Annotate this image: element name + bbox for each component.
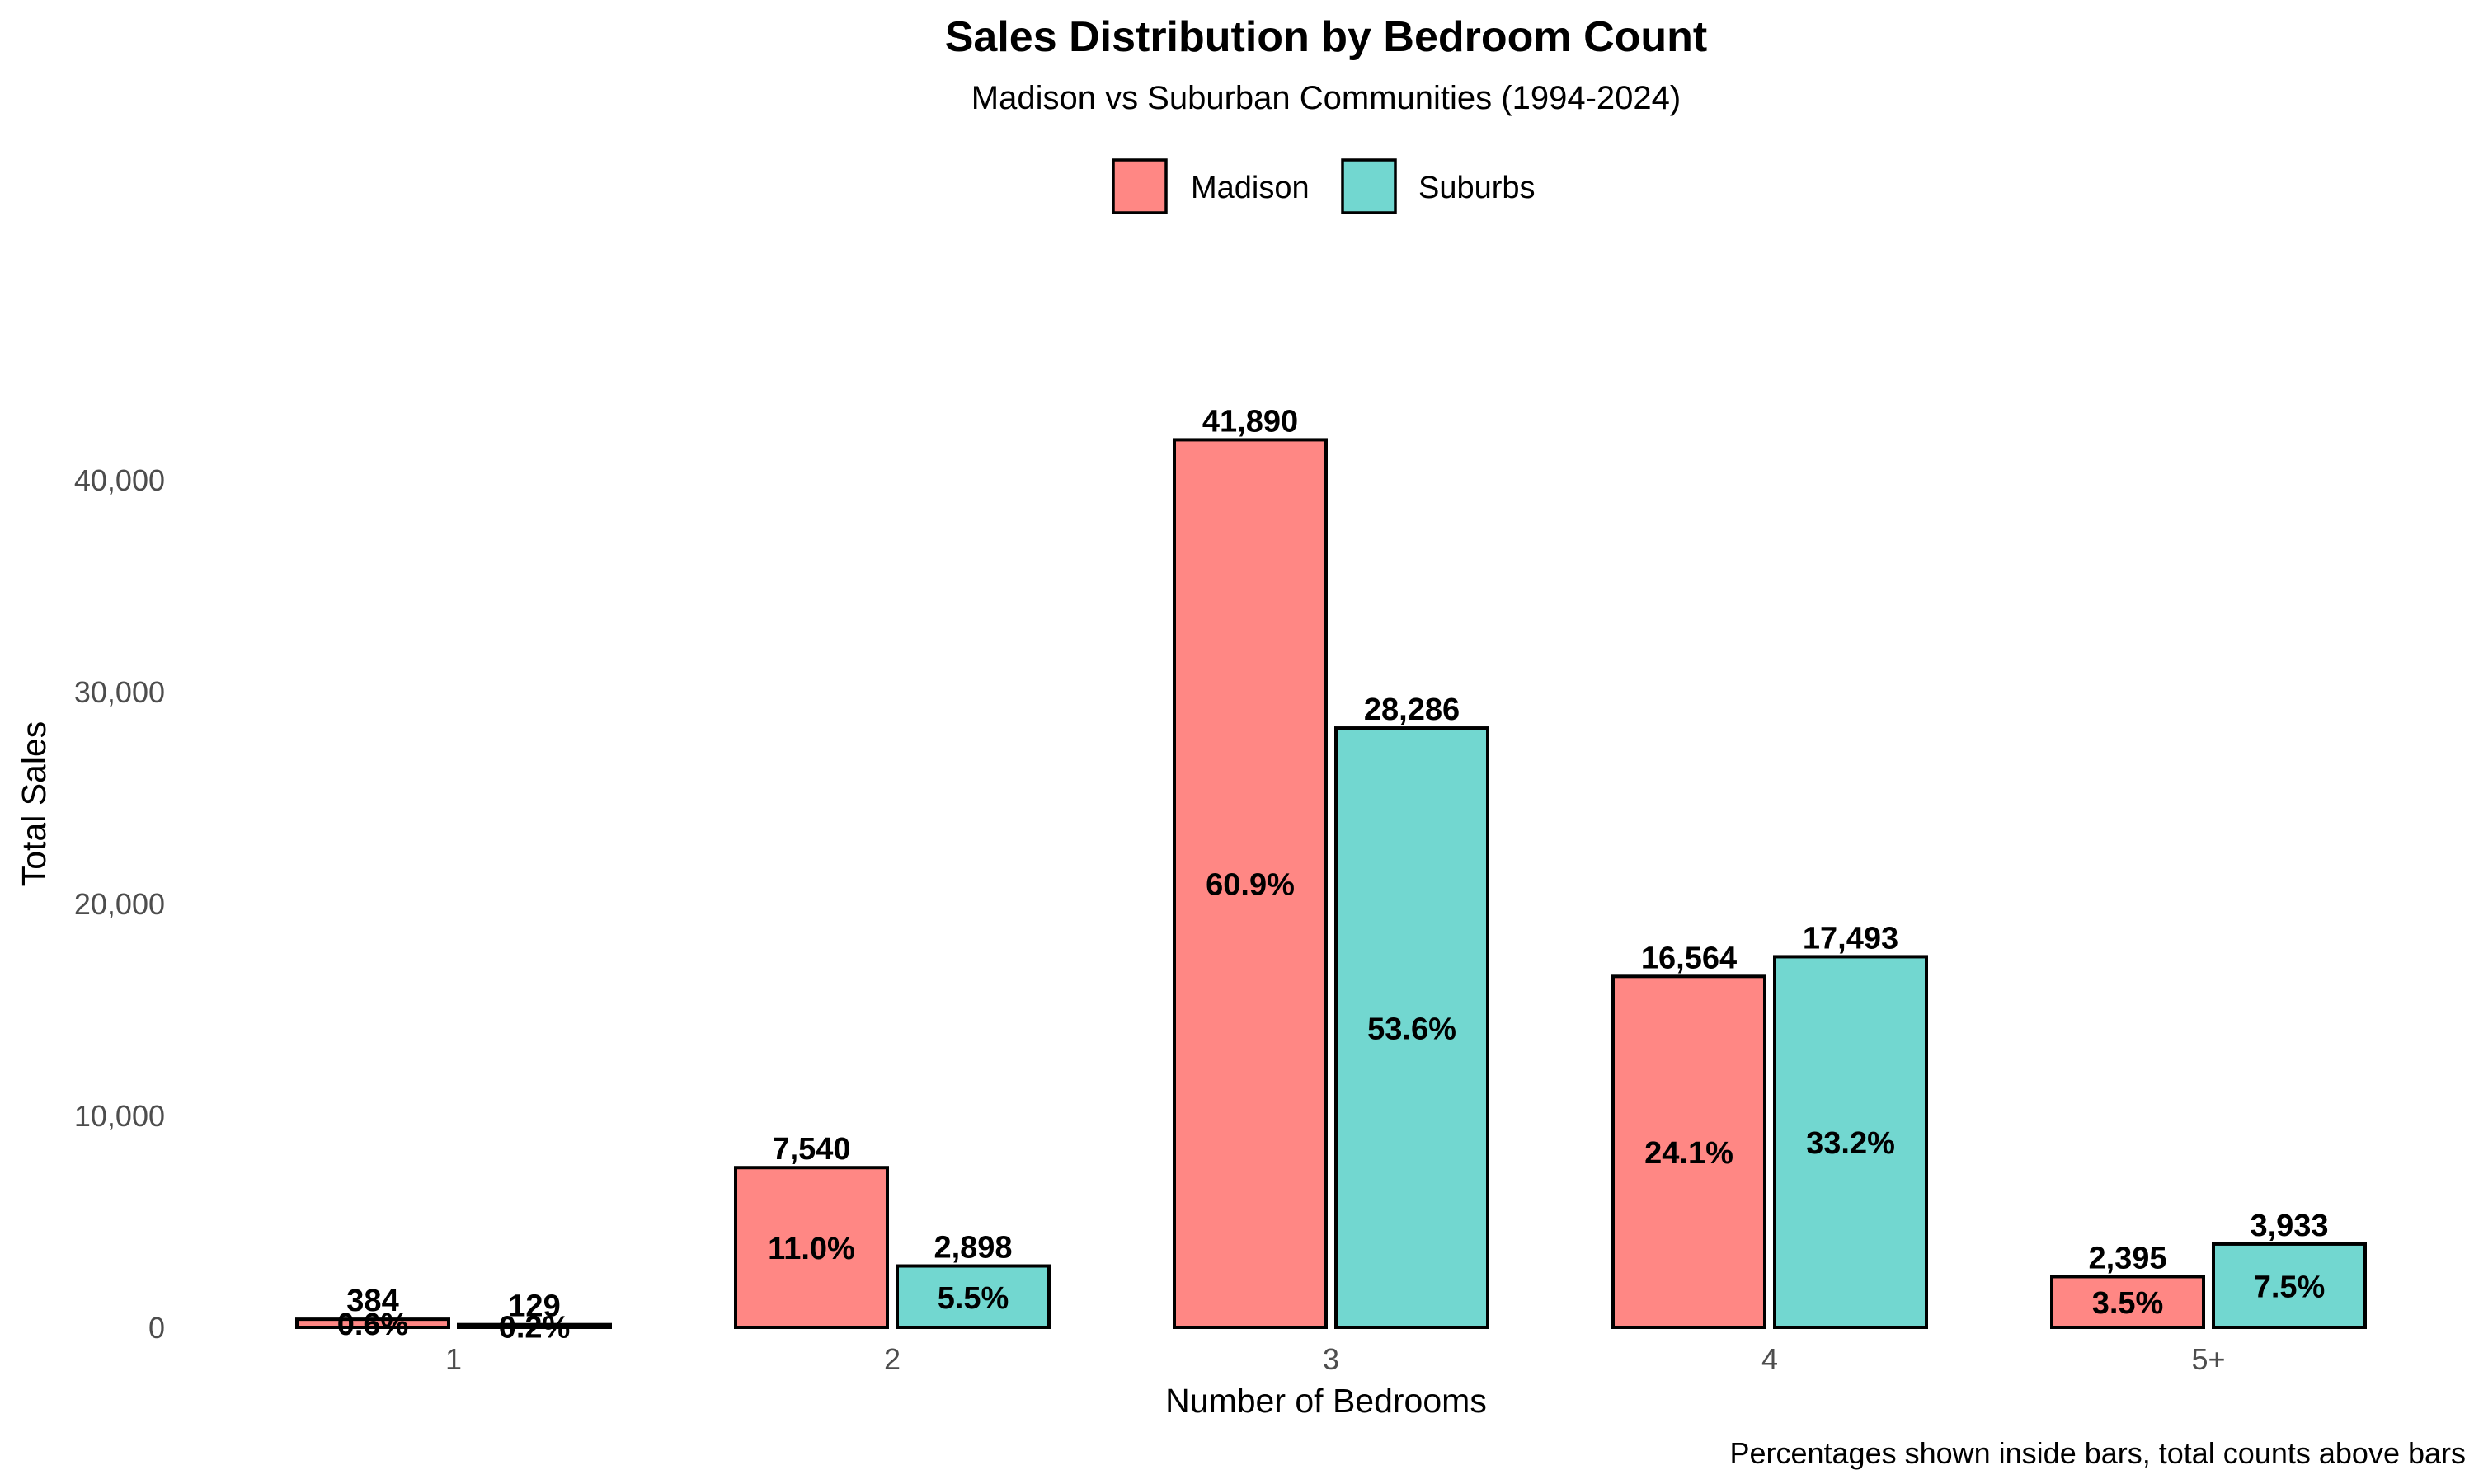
bar-madison-1 [295,1317,450,1330]
percent-label: 5.5% [938,1281,1009,1316]
count-label: 129 [508,1289,560,1324]
bar-madison-4 [1611,974,1766,1329]
count-label: 16,564 [1641,941,1737,975]
legend-label-suburbs: Suburbs [1418,171,1536,205]
y-axis-label: Total Sales [15,721,53,887]
count-label: 2,898 [934,1231,1012,1266]
chart-subtitle: Madison vs Suburban Communities (1994-20… [971,80,1681,116]
y-tick-label: 10,000 [74,1099,165,1133]
percent-label: 3.5% [2092,1286,2164,1321]
legend-label-madison: Madison [1191,171,1310,205]
bar-suburbs-3 [1334,726,1489,1329]
legend-swatch-suburbs [1341,158,1397,214]
count-label: 17,493 [1803,921,1898,956]
x-tick-label: 2 [884,1342,901,1376]
percent-label: 0.2% [499,1310,571,1345]
y-tick-label: 30,000 [74,675,165,709]
count-label: 384 [346,1284,398,1318]
bars [295,438,2367,1330]
bar-suburbs-2 [896,1264,1051,1329]
x-tick-label: 4 [1761,1342,1778,1376]
percent-label: 24.1% [1644,1136,1733,1171]
y-tick-label: 20,000 [74,887,165,921]
x-axis-label: Number of Bedrooms [1165,1382,1487,1420]
percent-label: 7.5% [2254,1270,2326,1304]
y-tick-label: 40,000 [74,463,165,497]
bar-suburbs-5+ [2212,1242,2367,1329]
percent-label: 33.2% [1806,1126,1895,1161]
bar-suburbs-1 [457,1322,612,1329]
bar-madison-5+ [2050,1275,2205,1329]
count-label: 3,933 [2250,1209,2328,1243]
count-label: 41,890 [1202,404,1298,439]
y-tick-label: 0 [148,1311,165,1345]
chart-title: Sales Distribution by Bedroom Count [945,13,1708,61]
x-axis-ticks: 1 2 3 4 5+ [445,1342,2226,1376]
percent-label: 53.6% [1367,1012,1456,1047]
y-axis-ticks: 0 10,000 20,000 30,000 40,000 [74,463,165,1345]
x-tick-label: 3 [1323,1342,1339,1376]
percent-label: 0.6% [337,1308,409,1342]
count-label: 28,286 [1364,693,1460,727]
legend-swatch-madison [1112,158,1168,214]
count-label: 2,395 [2088,1241,2166,1275]
percent-label: 11.0% [768,1232,855,1266]
x-tick-label: 5+ [2191,1342,2225,1376]
legend: Madison Suburbs [1112,158,1536,214]
bar-madison-2 [734,1166,889,1330]
percent-label: 60.9% [1206,868,1295,903]
chart-caption: Percentages shown inside bars, total cou… [1729,1436,2466,1470]
count-label: 7,540 [772,1132,850,1167]
bar-suburbs-4 [1773,955,1928,1330]
x-tick-label: 1 [445,1342,462,1376]
bar-madison-3 [1173,438,1328,1329]
